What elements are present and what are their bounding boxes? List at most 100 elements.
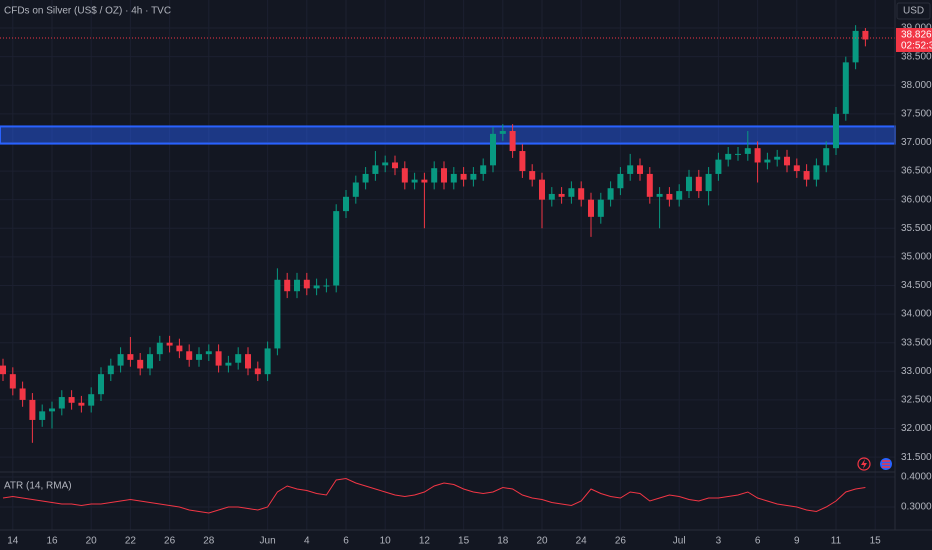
- x-tick-label: 9: [794, 536, 800, 547]
- candle-body: [607, 188, 614, 200]
- candle-body: [842, 62, 849, 114]
- candle-body: [578, 188, 585, 200]
- candle-body: [548, 193, 555, 200]
- candle-body: [637, 165, 643, 174]
- x-tick-label: 15: [870, 536, 882, 547]
- candle-body: [166, 342, 173, 346]
- x-tick-label: 28: [203, 536, 215, 547]
- x-tick-label: 14: [7, 536, 19, 547]
- candle-body: [862, 30, 869, 40]
- candle-body: [343, 196, 349, 212]
- candle-body: [98, 374, 104, 395]
- candle-body: [392, 162, 398, 169]
- atr-line: [2, 477, 866, 514]
- candle-body: [107, 365, 114, 375]
- x-tick-label: 18: [497, 536, 509, 547]
- candle-body: [744, 148, 751, 154]
- candle-body: [784, 156, 790, 166]
- candle-body: [509, 131, 516, 152]
- candle-body: [695, 176, 702, 192]
- y-tick-label: 0.3000: [901, 502, 932, 513]
- candle-body: [156, 342, 163, 355]
- candle-body: [0, 365, 6, 375]
- candle-body: [803, 171, 810, 180]
- candle-body: [68, 397, 75, 403]
- candle-body: [852, 30, 859, 63]
- lightning-icon[interactable]: [857, 457, 871, 471]
- candle-body: [137, 359, 144, 369]
- y-tick-label: 38.5000: [901, 51, 932, 62]
- candle-body: [235, 354, 242, 363]
- candle-body: [323, 285, 330, 287]
- candle-body: [294, 279, 300, 292]
- candle-body: [568, 188, 575, 197]
- candle-body: [813, 165, 820, 180]
- x-tick-label: 6: [343, 536, 349, 547]
- candle-body: [480, 165, 487, 174]
- candle-body: [274, 279, 281, 349]
- candle-body: [352, 182, 359, 197]
- candle-body: [9, 374, 16, 389]
- x-tick-label: 10: [380, 536, 392, 547]
- candle-body: [196, 354, 202, 360]
- candle-body: [617, 173, 624, 189]
- plot: [0, 25, 896, 514]
- candle-body: [127, 354, 134, 360]
- candle-body: [225, 362, 232, 366]
- currency-box: [896, 2, 931, 20]
- y-tick-label: 32.5000: [901, 395, 932, 406]
- candle-body: [754, 148, 761, 163]
- candle-body: [117, 354, 124, 366]
- candle-body: [519, 151, 526, 172]
- x-tick-label: 20: [536, 536, 548, 547]
- chart-title: CFDs on Silver (US$ / OZ) · 4h · TVC: [4, 6, 171, 17]
- candle-body: [646, 173, 653, 197]
- x-tick-label: 3: [716, 536, 722, 547]
- candle-body: [39, 411, 46, 420]
- x-tick-label: 26: [615, 536, 627, 547]
- candle-body: [215, 351, 222, 366]
- candle-body: [147, 354, 153, 369]
- candle-body: [88, 394, 95, 406]
- candle-body: [558, 193, 565, 197]
- candle-body: [362, 173, 369, 183]
- y-tick-label: 31.5000: [901, 452, 932, 463]
- candle-body: [725, 153, 732, 160]
- candle-body: [450, 173, 457, 183]
- candle-body: [303, 279, 310, 289]
- candle-body: [58, 397, 65, 409]
- candle-body: [735, 153, 741, 155]
- candle-body: [823, 148, 830, 166]
- candle-body: [460, 173, 467, 180]
- candle-body: [264, 348, 271, 375]
- candle-body: [49, 408, 55, 412]
- candle-body: [597, 199, 604, 217]
- grid: [0, 0, 895, 530]
- flag-icon[interactable]: [880, 458, 892, 470]
- candle-body: [411, 179, 418, 183]
- candle-body: [715, 159, 722, 174]
- candle-body: [19, 388, 26, 400]
- last-price-box: [896, 27, 932, 52]
- candle-body: [29, 399, 36, 420]
- candle-body: [774, 156, 781, 160]
- candle-body: [529, 171, 536, 180]
- candle-body: [176, 345, 183, 352]
- candle-body: [764, 159, 771, 163]
- x-tick-label: 22: [125, 536, 137, 547]
- candle-body: [382, 162, 389, 166]
- candle-body: [470, 173, 477, 180]
- x-tick-label: 6: [755, 536, 761, 547]
- candle-body: [205, 351, 212, 355]
- x-tick-label: 12: [419, 536, 431, 547]
- indicator-title: ATR (14, RMA): [4, 481, 72, 492]
- candle-body: [539, 179, 545, 200]
- candle-body: [588, 199, 594, 217]
- x-tick-label: 20: [86, 536, 98, 547]
